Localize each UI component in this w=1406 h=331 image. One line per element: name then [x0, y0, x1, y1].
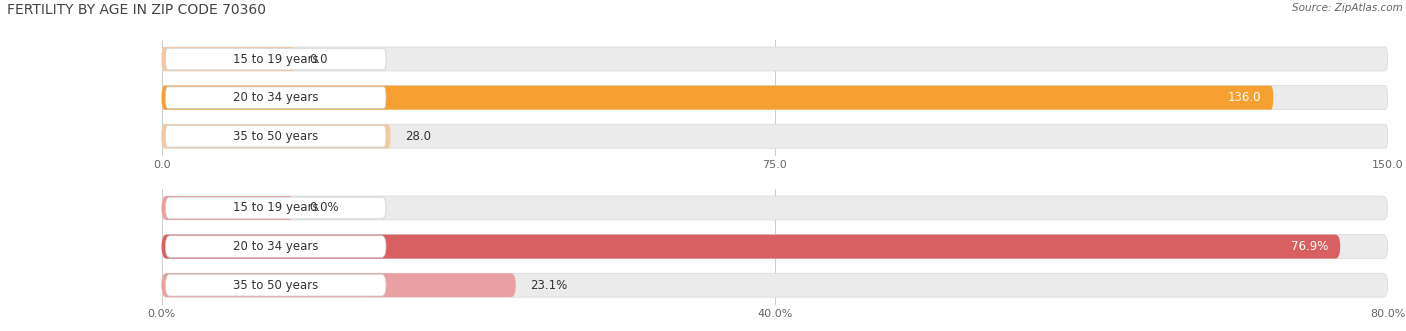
FancyBboxPatch shape [166, 236, 387, 258]
Text: 0.0: 0.0 [309, 53, 328, 66]
Text: 35 to 50 years: 35 to 50 years [233, 130, 318, 143]
FancyBboxPatch shape [166, 87, 387, 109]
Text: 35 to 50 years: 35 to 50 years [233, 279, 318, 292]
FancyBboxPatch shape [166, 125, 387, 147]
FancyBboxPatch shape [162, 124, 391, 148]
FancyBboxPatch shape [162, 86, 1388, 110]
FancyBboxPatch shape [162, 273, 516, 297]
Text: FERTILITY BY AGE IN ZIP CODE 70360: FERTILITY BY AGE IN ZIP CODE 70360 [7, 3, 266, 17]
Text: 15 to 19 years: 15 to 19 years [233, 202, 319, 214]
Text: Source: ZipAtlas.com: Source: ZipAtlas.com [1292, 3, 1403, 13]
FancyBboxPatch shape [162, 235, 1340, 259]
FancyBboxPatch shape [162, 235, 1388, 259]
Text: 136.0: 136.0 [1227, 91, 1261, 104]
FancyBboxPatch shape [162, 86, 1274, 110]
Text: 20 to 34 years: 20 to 34 years [233, 240, 319, 253]
FancyBboxPatch shape [162, 196, 1388, 220]
Text: 20 to 34 years: 20 to 34 years [233, 91, 319, 104]
FancyBboxPatch shape [162, 196, 294, 220]
Text: 0.0%: 0.0% [309, 202, 339, 214]
FancyBboxPatch shape [162, 47, 1388, 71]
FancyBboxPatch shape [162, 273, 1388, 297]
Text: 28.0: 28.0 [405, 130, 432, 143]
Text: 23.1%: 23.1% [530, 279, 568, 292]
FancyBboxPatch shape [166, 274, 387, 296]
FancyBboxPatch shape [166, 197, 387, 219]
FancyBboxPatch shape [162, 124, 1388, 148]
FancyBboxPatch shape [162, 47, 294, 71]
FancyBboxPatch shape [166, 48, 387, 70]
Text: 15 to 19 years: 15 to 19 years [233, 53, 319, 66]
Text: 76.9%: 76.9% [1291, 240, 1327, 253]
